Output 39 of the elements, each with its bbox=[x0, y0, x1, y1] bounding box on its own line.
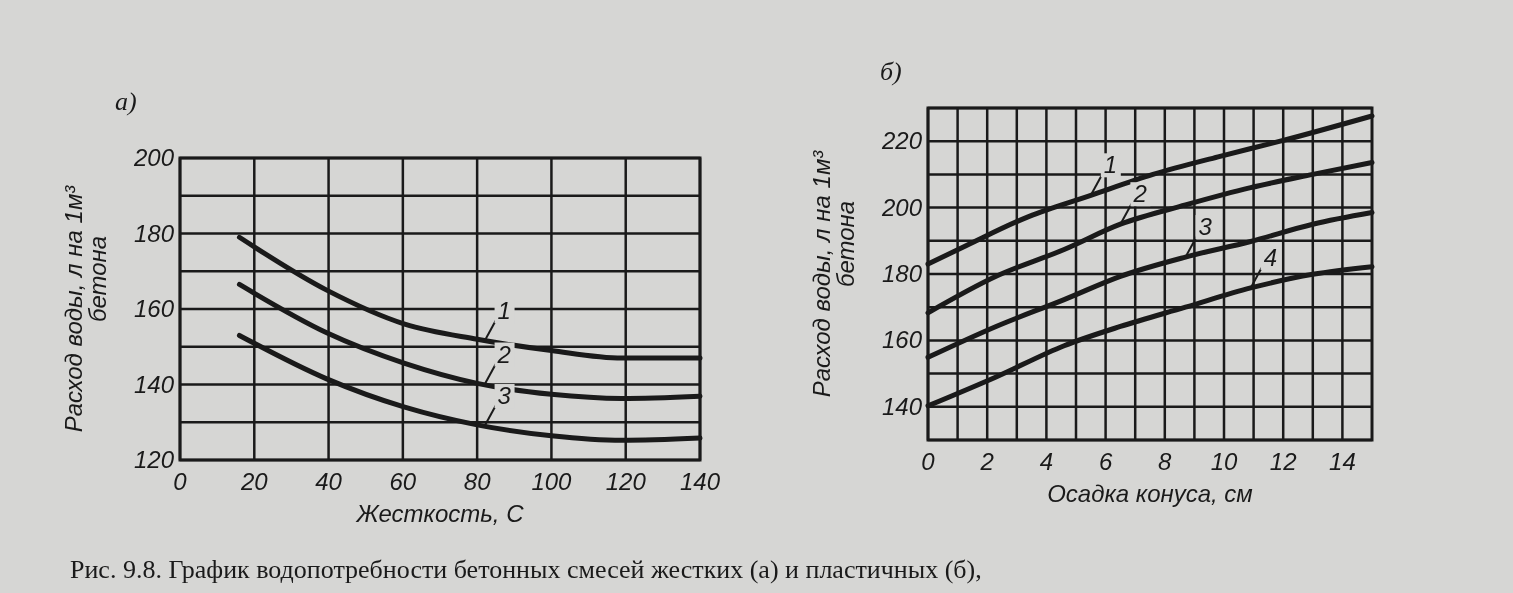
x-tick-label: 12 bbox=[1269, 448, 1297, 475]
y-tick-label: 180 bbox=[133, 219, 175, 247]
annotation: 4 bbox=[1263, 243, 1277, 271]
annotation: 2 bbox=[496, 340, 511, 368]
x-tick-label: 80 bbox=[463, 468, 492, 495]
chart-title: б) bbox=[880, 57, 902, 86]
x-tick-label: 100 bbox=[531, 468, 573, 495]
y-tick-label: 200 bbox=[132, 144, 175, 171]
x-tick-label: 20 bbox=[239, 468, 269, 495]
y-tick-label: 160 bbox=[881, 326, 923, 354]
y-tick-label: 200 bbox=[880, 193, 923, 221]
y-axis-title: Расход воды, л на 1м³ бетона bbox=[60, 184, 111, 433]
y-tick-label: 180 bbox=[881, 260, 923, 287]
text: Рис. 9.8. График водопотребности бетонных смесей жестких (а) и пластичных (б), bbox=[70, 555, 982, 584]
x-tick-label: 10 bbox=[1210, 448, 1238, 475]
chart-title: а) bbox=[115, 87, 137, 116]
x-tick-label: 14 bbox=[1329, 448, 1356, 475]
x-axis-title: Осадка конуса, см bbox=[1047, 480, 1253, 507]
x-tick-label: 120 bbox=[605, 468, 647, 495]
annotation: 3 bbox=[1198, 213, 1213, 241]
y-tick-label: 140 bbox=[133, 370, 175, 398]
annotation: 3 bbox=[497, 382, 512, 410]
x-tick-label: 60 bbox=[389, 468, 417, 495]
x-tick-label: 40 bbox=[315, 468, 343, 495]
x-tick-label: 8 bbox=[1158, 448, 1173, 475]
x-tick-label: 140 bbox=[679, 468, 721, 495]
x-tick-label: 0 bbox=[173, 468, 188, 495]
annotation: 1 bbox=[497, 297, 511, 325]
y-axis-title: Расход воды, л на 1м³ бетона bbox=[808, 149, 859, 398]
x-tick-label: 2 bbox=[979, 448, 994, 475]
y-tick-label: 140 bbox=[881, 392, 923, 420]
y-tick-label: 160 bbox=[133, 295, 175, 322]
y-tick-label: 220 bbox=[880, 127, 923, 155]
annotation: 1 bbox=[1103, 151, 1118, 179]
x-tick-label: 6 bbox=[1098, 448, 1113, 475]
x-tick-label: 4 bbox=[1039, 448, 1054, 475]
x-axis-title: Жесткость, С bbox=[355, 500, 525, 527]
annotation: 2 bbox=[1132, 180, 1147, 208]
x-tick-label: 0 bbox=[921, 448, 936, 475]
